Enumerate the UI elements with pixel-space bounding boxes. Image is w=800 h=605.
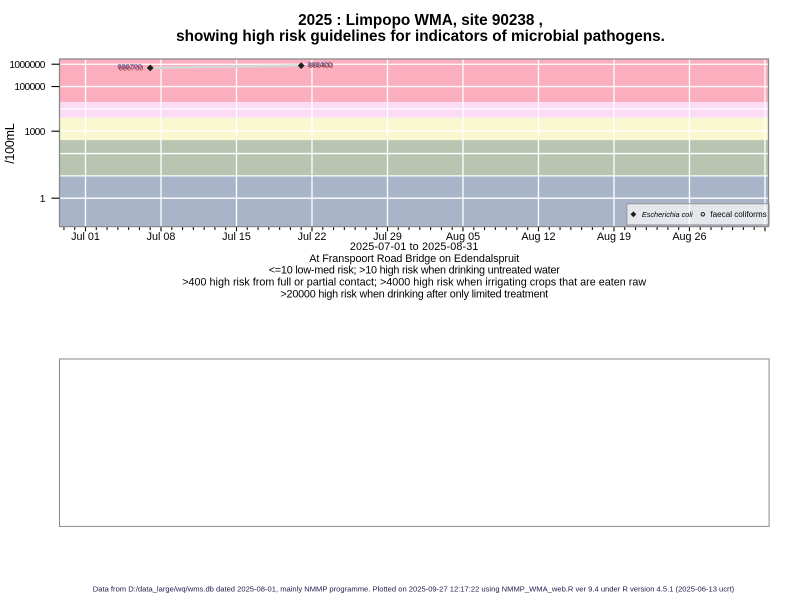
svg-text:Data from D:/data_large/wq/wms: Data from D:/data_large/wq/wms.db dated … bbox=[93, 585, 735, 594]
svg-text:1000000: 1000000 bbox=[9, 60, 45, 71]
svg-text:Aug 12: Aug 12 bbox=[521, 231, 555, 243]
svg-text:/100mL: /100mL bbox=[3, 123, 17, 164]
svg-text:At Franspoort Road Bridge on E: At Franspoort Road Bridge on Edendalspru… bbox=[309, 253, 519, 265]
svg-text:<=10 low-med risk; >10 high ri: <=10 low-med risk; >10 high risk when dr… bbox=[269, 265, 561, 277]
svg-text:Jul 22: Jul 22 bbox=[298, 231, 327, 243]
svg-text:Jul 01: Jul 01 bbox=[71, 231, 100, 243]
svg-text:>20000 high risk when drinking: >20000 high risk when drinking after onl… bbox=[280, 288, 548, 300]
svg-text:faecal coliforms: faecal coliforms bbox=[710, 210, 766, 219]
svg-text:Aug 05: Aug 05 bbox=[446, 231, 480, 243]
svg-text:showing high risk guidelines f: showing high risk guidelines for indicat… bbox=[176, 28, 665, 45]
svg-text:Aug 26: Aug 26 bbox=[672, 231, 706, 243]
svg-text:Jul 08: Jul 08 bbox=[147, 231, 176, 243]
svg-text:>400 high risk from full or pa: >400 high risk from full or partial cont… bbox=[182, 277, 646, 289]
svg-text:866400: 866400 bbox=[307, 60, 332, 69]
svg-text:2025 : Limpopo WMA, site 90238: 2025 : Limpopo WMA, site 90238 , bbox=[298, 12, 543, 29]
svg-text:Jul 29: Jul 29 bbox=[373, 231, 402, 243]
svg-text:Aug 19: Aug 19 bbox=[597, 231, 631, 243]
svg-text:1: 1 bbox=[40, 194, 46, 205]
svg-text:686700: 686700 bbox=[119, 63, 144, 72]
svg-text:100000: 100000 bbox=[14, 82, 45, 93]
svg-text:2025-07-01 to 2025-08-31: 2025-07-01 to 2025-08-31 bbox=[350, 241, 479, 253]
svg-text:686700: 686700 bbox=[117, 62, 142, 71]
svg-text:Jul 15: Jul 15 bbox=[222, 231, 251, 243]
svg-text:866400: 866400 bbox=[309, 61, 334, 70]
svg-text:1000: 1000 bbox=[25, 127, 46, 138]
svg-text:Escherichia coli: Escherichia coli bbox=[642, 210, 693, 219]
